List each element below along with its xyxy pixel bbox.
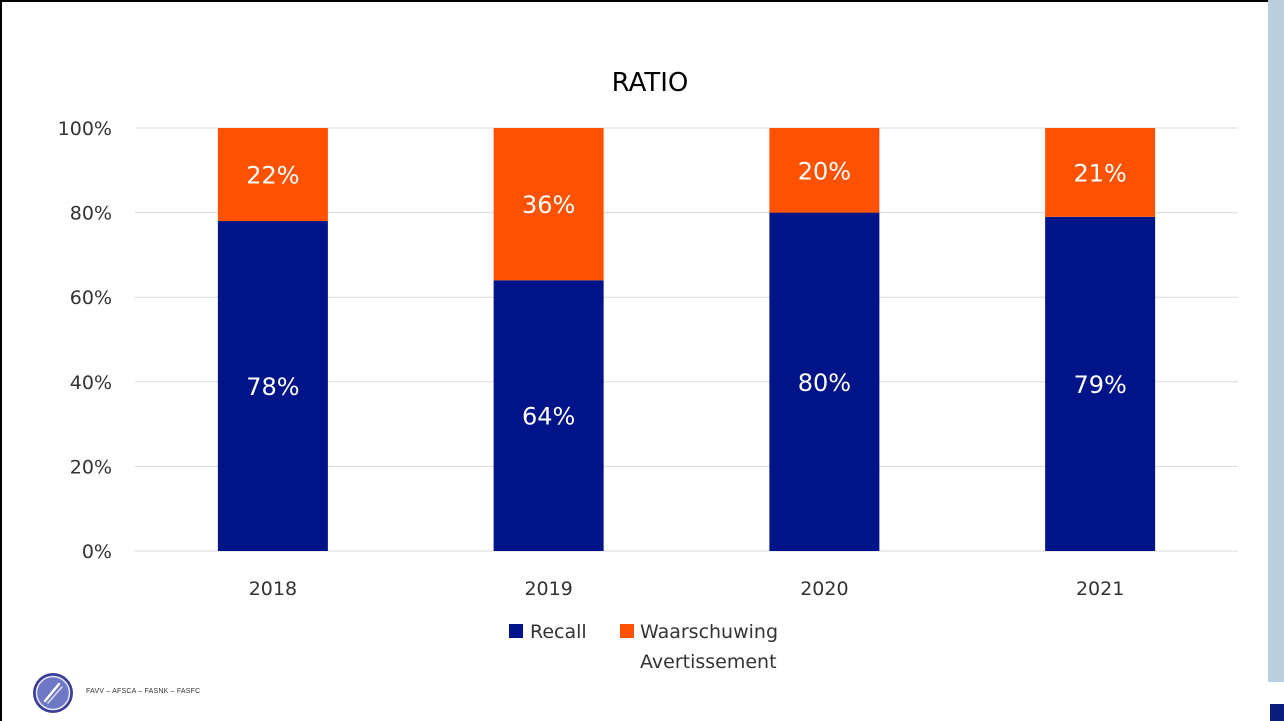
bar-waarschuwing [1045,128,1156,217]
chart-bars: 78% 22% 64% 36% 80% 20% 79% 21% [217,128,1156,551]
x-axis-labels: 2018 2019 2020 2021 [249,578,1125,600]
x-tick-label: 2018 [249,578,297,600]
chart-legend: Recall Waarschuwing Avertissement [509,621,778,673]
data-label: 80% [798,369,851,397]
y-tick-label: 80% [70,203,112,225]
data-label: 78% [246,373,299,401]
bar-recall [493,280,604,551]
bar-recall [217,221,328,551]
legend-swatch-waarschuwing [620,624,634,638]
y-tick-label: 60% [70,287,112,309]
y-tick-label: 100% [58,118,112,140]
bar-recall [1045,216,1156,551]
x-tick-label: 2020 [800,578,848,600]
bar-waarschuwing [493,128,604,281]
bar-waarschuwing [769,128,880,213]
y-tick-label: 0% [82,541,112,563]
legend-label-recall: Recall [530,621,587,643]
bar-recall [769,212,880,551]
y-tick-label: 40% [70,372,112,394]
corner-mark [1270,704,1284,721]
y-axis-labels: 0% 20% 40% 60% 80% 100% [58,118,112,563]
x-tick-label: 2019 [524,578,572,600]
legend-label-avertissement: Avertissement [640,651,777,673]
chart-title: RATIO [612,68,689,98]
legend-swatch-recall [509,624,523,638]
data-label: 64% [522,403,575,431]
footer-agency-names: FAVV – AFSCA – FASNK – FASFC [86,688,201,695]
side-panel [1268,0,1284,682]
data-label: 36% [522,191,575,219]
fork-knife-icon [33,673,73,713]
bar-waarschuwing [217,128,328,222]
data-label: 22% [246,162,299,190]
data-label: 21% [1073,159,1126,187]
data-label: 20% [798,157,851,185]
legend-label-waarschuwing: Waarschuwing [640,621,778,643]
y-tick-label: 20% [70,456,112,478]
x-tick-label: 2021 [1076,578,1124,600]
data-label: 79% [1073,371,1126,399]
